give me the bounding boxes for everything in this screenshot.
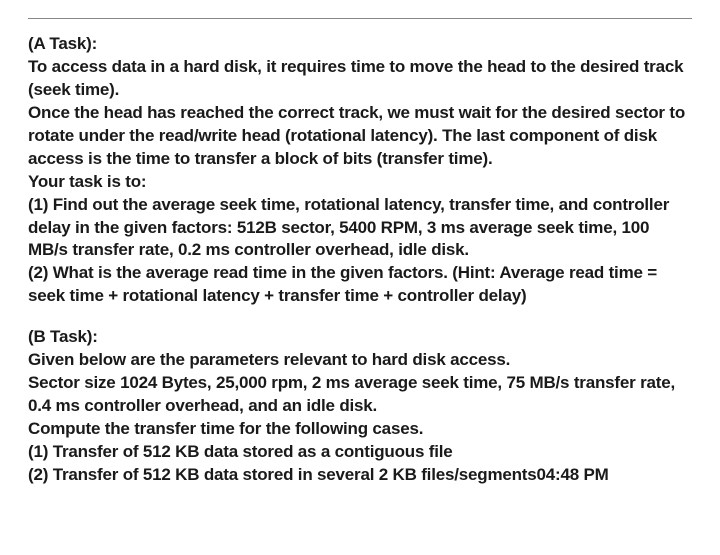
task-b-heading: (B Task): xyxy=(28,326,692,349)
task-a-para1: To access data in a hard disk, it requir… xyxy=(28,56,692,102)
task-b-item1: (1) Transfer of 512 KB data stored as a … xyxy=(28,441,692,464)
task-a-para2: Once the head has reached the correct tr… xyxy=(28,102,692,171)
task-b-item2: (2) Transfer of 512 KB data stored in se… xyxy=(28,464,692,487)
task-a-item2: (2) What is the average read time in the… xyxy=(28,262,692,308)
document-container: (A Task): To access data in a hard disk,… xyxy=(28,18,692,487)
task-b-para3: Compute the transfer time for the follow… xyxy=(28,418,692,441)
task-a-item1: (1) Find out the average seek time, rota… xyxy=(28,194,692,263)
task-b-para2: Sector size 1024 Bytes, 25,000 rpm, 2 ms… xyxy=(28,372,692,418)
section-gap xyxy=(28,308,692,326)
task-a-para3: Your task is to: xyxy=(28,171,692,194)
task-b-para1: Given below are the parameters relevant … xyxy=(28,349,692,372)
task-b-block: (B Task): Given below are the parameters… xyxy=(28,326,692,487)
task-a-block: (A Task): To access data in a hard disk,… xyxy=(28,33,692,308)
task-a-heading: (A Task): xyxy=(28,33,692,56)
